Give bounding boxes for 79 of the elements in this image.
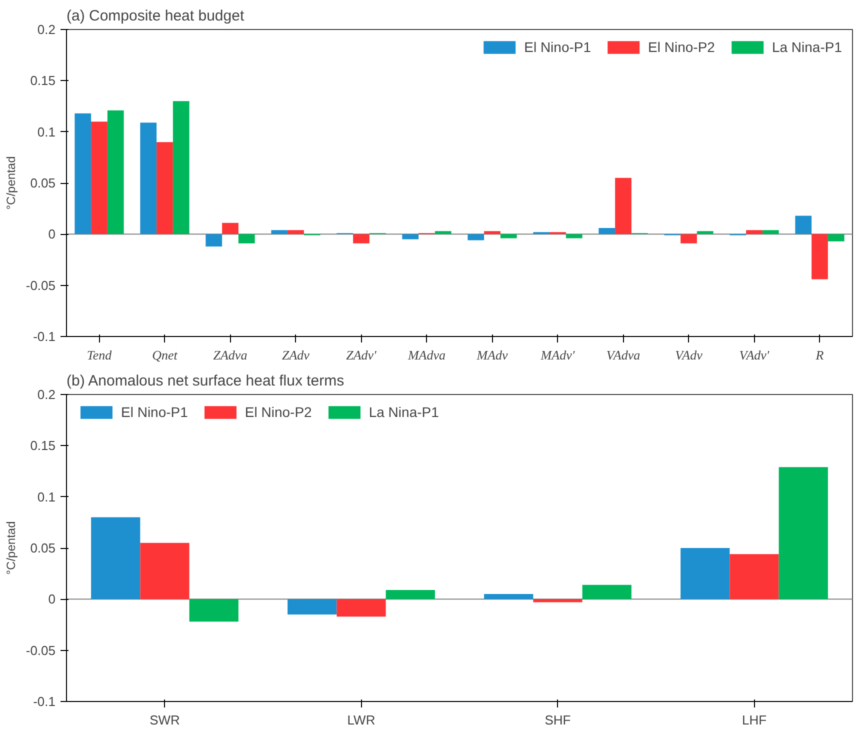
y-tick-label: 0.05 [30, 176, 56, 190]
bar [812, 234, 828, 280]
bar [222, 222, 238, 234]
bar [615, 178, 632, 234]
bar [762, 230, 779, 234]
bar [74, 113, 92, 234]
bar [696, 231, 714, 234]
legend-label: El Nino-P2 [648, 39, 715, 55]
bar [484, 231, 500, 234]
legend-label: El Nino-P1 [524, 39, 592, 55]
x-tick-label: MAdv [476, 348, 508, 362]
x-tick-label: ZAdva [213, 348, 248, 362]
bar [484, 594, 534, 600]
y-tick-label: 0.1 [37, 124, 56, 140]
bar [795, 216, 812, 234]
y-tick-label: 0.1 [37, 489, 56, 504]
chart-title: (b) Anomalous net surface heat flux terms [66, 372, 344, 390]
x-tick-label: VAdva [606, 348, 641, 362]
bar [271, 230, 288, 234]
x-tick-label: MAdva [406, 348, 446, 362]
bar [386, 590, 435, 600]
x-tick-label: SWR [150, 712, 180, 728]
x-tick-label: LWR [347, 712, 376, 728]
x-tick-label: R [814, 348, 824, 362]
bar [434, 231, 452, 234]
bar [566, 234, 582, 238]
x-tick-label: VAdv [675, 348, 703, 362]
bar [156, 142, 173, 234]
y-axis-title: °C/pentad [4, 156, 18, 210]
bar [468, 234, 484, 240]
bar [107, 110, 124, 234]
bar [828, 234, 844, 242]
x-tick-label: SHF [544, 712, 571, 728]
y-tick-label: 0 [48, 592, 56, 607]
legend-label: La Nina-P1 [772, 39, 842, 55]
x-tick-label: Qnet [152, 348, 178, 362]
y-tick-label: 0 [48, 226, 56, 242]
bar [91, 122, 108, 234]
bar [582, 584, 632, 600]
x-tick-label: MAdv′ [540, 348, 575, 362]
bar [353, 234, 370, 244]
y-tick-label: -0.1 [33, 694, 56, 709]
bar [288, 230, 304, 234]
bar [140, 542, 190, 600]
bar [336, 599, 386, 617]
y-tick-label: -0.05 [26, 642, 56, 658]
x-tick-label: LHF [742, 712, 767, 728]
bar [91, 517, 140, 600]
y-tick-label: 0.15 [30, 438, 56, 454]
bar [172, 101, 190, 234]
bar [533, 599, 582, 602]
x-tick-label: Tend [86, 348, 112, 362]
chart-title: (a) Composite heat budget [66, 8, 245, 24]
bar [680, 548, 730, 600]
legend-label: El Nino-P1 [121, 404, 188, 420]
bar [189, 599, 238, 622]
y-axis-title: °C/pentad [4, 521, 18, 575]
legend-label: El Nino-P2 [244, 404, 312, 420]
y-tick-label: 0.05 [30, 540, 56, 556]
x-tick-label: VAdv′ [739, 348, 770, 362]
bar [500, 234, 517, 238]
y-tick-label: -0.05 [26, 278, 56, 293]
bar [140, 122, 157, 234]
y-tick-label: 0.15 [30, 73, 56, 88]
bar [206, 234, 222, 246]
bar [238, 234, 255, 244]
bar [778, 467, 828, 600]
bar [680, 234, 697, 244]
bar [402, 234, 419, 240]
y-tick-label: 0.2 [37, 22, 56, 37]
bar [730, 554, 779, 600]
y-tick-label: -0.1 [33, 329, 56, 344]
bar [746, 230, 762, 234]
x-tick-label: ZAdv′ [346, 348, 377, 362]
x-tick-label: ZAdv [282, 348, 310, 362]
y-tick-label: 0.2 [37, 387, 56, 402]
bar [598, 228, 616, 234]
legend-label: La Nina-P1 [368, 404, 439, 420]
bar [288, 599, 337, 615]
